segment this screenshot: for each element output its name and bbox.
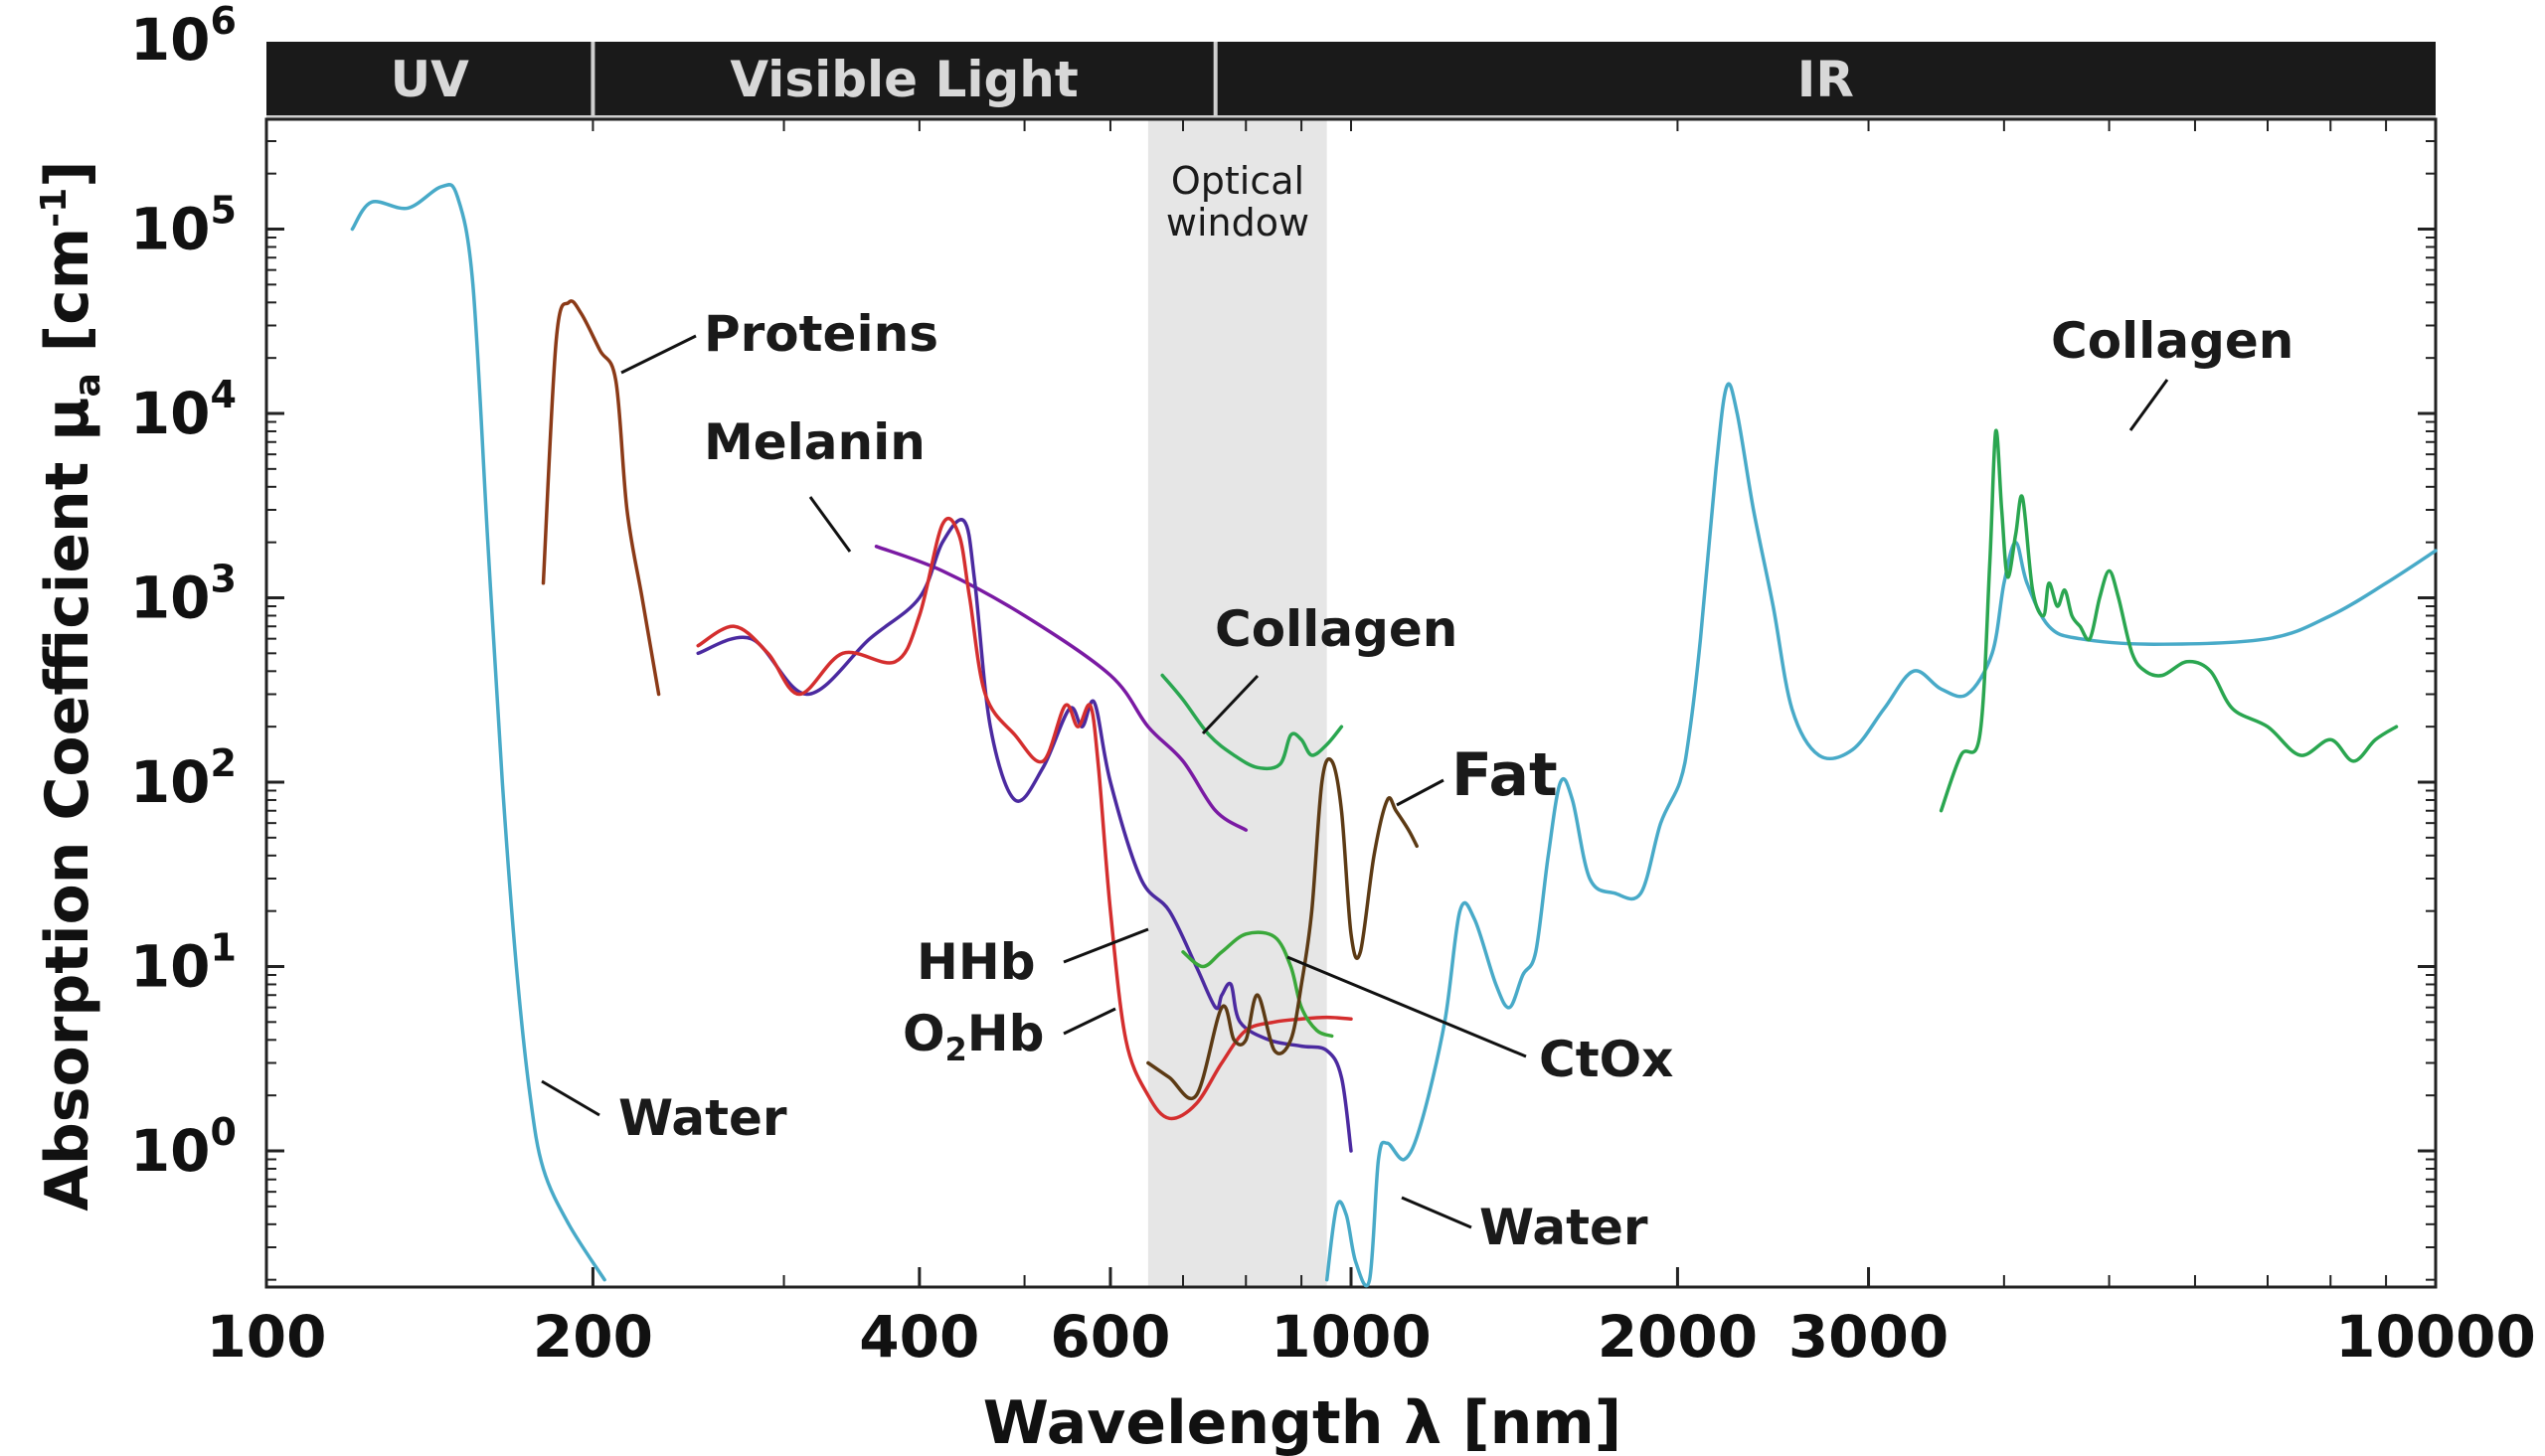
label-o2hb: O2Hb [903, 1005, 1044, 1068]
band-label-visible-light: Visible Light [730, 51, 1078, 108]
optical-window-label-line2: window [1166, 201, 1309, 244]
series-line-o2hb [696, 516, 1353, 1121]
y-tick-label: 106 [130, 0, 237, 74]
y-axis-title-close: ] [33, 160, 102, 187]
label-ctox: CtOx [1539, 1031, 1673, 1088]
y-tick-exponent: 4 [211, 373, 237, 416]
y-tick-label: 102 [130, 741, 237, 816]
y-tick-exponent: 0 [211, 1110, 237, 1154]
x-tick-label: 3000 [1788, 1303, 1949, 1371]
y-tick-label: 105 [130, 189, 237, 263]
x-tick-label: 600 [1050, 1303, 1170, 1371]
y-tick-base: 10 [130, 565, 211, 632]
y-tick-exponent: 2 [211, 741, 237, 785]
y-tick-base: 10 [130, 1117, 211, 1185]
y-tick-label: 100 [130, 1110, 237, 1185]
x-tick-label: 10000 [2335, 1303, 2536, 1371]
label-o2hb-main: O [903, 1005, 945, 1062]
x-tick-label: 1000 [1271, 1303, 1431, 1371]
y-tick-exponent: 5 [211, 189, 237, 233]
x-tick-label: 200 [533, 1303, 653, 1371]
series-line-water-uv [350, 183, 606, 1282]
y-tick-base: 10 [130, 748, 211, 816]
y-axis-title-unit: [cm [33, 228, 102, 373]
y-tick-label: 101 [130, 926, 237, 1001]
y-axis-title: Absorption Coefficient μa [cm-1] [33, 160, 108, 1211]
spectrum-band-bar [266, 42, 2436, 119]
y-tick-base: 10 [130, 380, 211, 447]
optical-window-region [1147, 119, 1327, 1287]
label-melanin: Melanin [704, 413, 926, 471]
series-line-fat [1146, 756, 1419, 1100]
optical-window-label-line1: Optical [1171, 159, 1304, 203]
series-line-collagen-vis [1160, 673, 1344, 771]
y-tick-base: 10 [130, 933, 211, 1001]
label-hhb: HHb [917, 933, 1035, 991]
spectrum-bands: UV Visible Light IR [266, 42, 2436, 119]
label-o2hb-tail: Hb [967, 1005, 1045, 1062]
y-axis-title-main: Absorption Coefficient μ [33, 398, 102, 1212]
annotation-leaders [541, 334, 2169, 1229]
y-tick-exponent: 1 [211, 926, 237, 970]
series-line-collagen-ir [1939, 428, 2399, 813]
x-tick-label: 100 [206, 1303, 326, 1371]
label-o2hb-sub: 2 [945, 1031, 967, 1068]
label-fat: Fat [1451, 740, 1558, 810]
y-tick-exponent: 6 [211, 0, 237, 43]
y-tick-label: 104 [130, 373, 237, 447]
series-curves [350, 183, 2438, 1288]
series-line-melanin [874, 545, 1249, 832]
annotations: Proteins Melanin Collagen Fat HHb O2Hb C… [618, 305, 2293, 1256]
y-axis-title-sup: -1 [34, 188, 75, 228]
series-line-ctox [1181, 930, 1334, 1039]
label-proteins: Proteins [704, 305, 938, 363]
x-axis-title: Wavelength λ [nm] [983, 1388, 1621, 1456]
y-tick-exponent: 3 [211, 558, 237, 601]
band-label-uv: UV [391, 51, 470, 108]
label-water-uv: Water [618, 1089, 787, 1147]
label-water-ir: Water [1479, 1199, 1648, 1256]
x-tick-label: 400 [859, 1303, 979, 1371]
label-collagen-visible: Collagen [1215, 600, 1457, 658]
label-collagen-ir: Collagen [2051, 312, 2293, 370]
y-tick-base: 10 [130, 6, 211, 74]
series-line-proteins [541, 299, 661, 697]
series-line-water-ir [1324, 382, 2438, 1288]
y-tick-label: 103 [130, 558, 237, 632]
y-axis-title-sub: a [68, 373, 108, 397]
band-label-ir: IR [1797, 51, 1854, 108]
y-tick-base: 10 [130, 196, 211, 263]
x-tick-label: 2000 [1598, 1303, 1758, 1371]
